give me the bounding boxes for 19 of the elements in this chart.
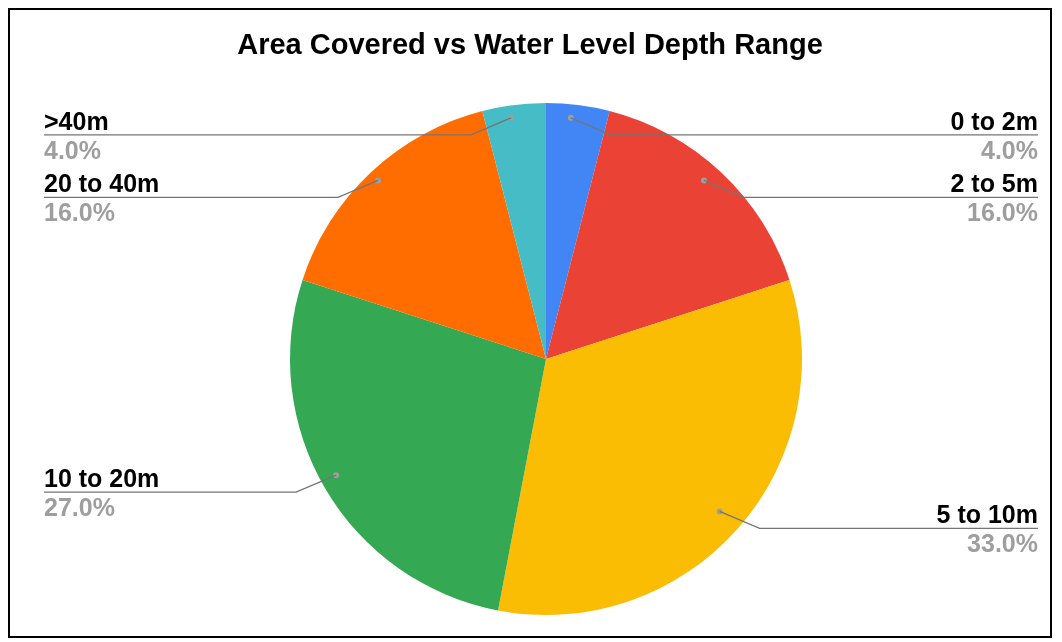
pie-slice — [498, 279, 802, 615]
slice-label: >40m — [44, 106, 109, 135]
pie-slice — [302, 111, 546, 359]
data-label: 4.0% — [981, 135, 1038, 164]
slice-label: 20 to 40m — [44, 169, 160, 198]
slice-label: 0 to 2m — [950, 106, 1038, 135]
chart-title: Area Covered vs Water Level Depth Range — [237, 28, 823, 60]
pie-slice — [546, 103, 610, 359]
slice-label: 2 to 5m — [950, 169, 1038, 198]
slice-label: 10 to 20m — [44, 464, 160, 493]
slice-label: 5 to 10m — [936, 500, 1038, 529]
data-label: 33.0% — [967, 529, 1038, 558]
pie-slice — [546, 111, 790, 359]
pie-slice — [290, 279, 546, 611]
data-label: 16.0% — [44, 198, 115, 227]
pie-slice — [482, 103, 546, 359]
data-label: 16.0% — [967, 198, 1038, 227]
data-label: 27.0% — [44, 493, 115, 522]
data-label: 4.0% — [44, 135, 101, 164]
